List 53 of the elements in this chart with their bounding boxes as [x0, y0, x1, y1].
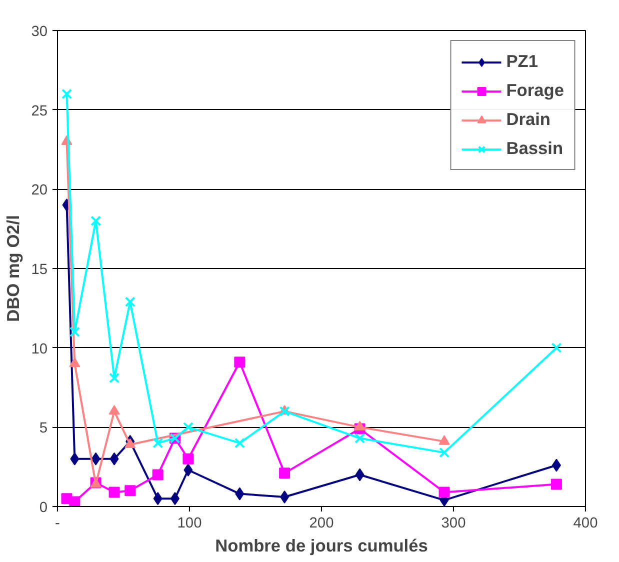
point — [152, 438, 164, 448]
point — [280, 490, 290, 504]
point — [438, 486, 450, 498]
point — [108, 405, 120, 415]
point — [439, 447, 450, 458]
point — [184, 464, 193, 477]
x-tick-label: 400 — [573, 516, 598, 532]
point — [124, 438, 136, 448]
point — [551, 342, 562, 354]
y-tick-label: 0 — [39, 500, 48, 516]
x-axis-title: Nombre de jours cumulés — [215, 536, 428, 556]
x-tick-label: 100 — [177, 516, 202, 532]
point — [69, 496, 80, 506]
point — [70, 452, 80, 466]
point — [170, 492, 180, 506]
y-tick-label: 15 — [31, 262, 48, 278]
point — [234, 356, 246, 368]
point — [235, 487, 244, 500]
point — [234, 438, 245, 448]
point — [182, 453, 194, 464]
legend-label: Forage — [506, 80, 564, 101]
point — [108, 486, 120, 498]
y-axis-title: DBO mg O2/l — [3, 215, 24, 322]
legend-label: Bassin — [506, 138, 564, 159]
y-tick-label: 20 — [31, 182, 48, 199]
point — [355, 468, 364, 482]
point — [69, 357, 80, 368]
point — [91, 452, 100, 466]
point — [69, 326, 80, 338]
x-tick-label: 200 — [309, 516, 334, 532]
point — [110, 452, 119, 466]
point — [124, 485, 136, 496]
point — [90, 216, 102, 226]
point — [438, 435, 450, 445]
point — [182, 422, 194, 432]
legend-label: Drain — [506, 109, 551, 130]
x-tick-label: - — [55, 516, 60, 532]
point — [61, 88, 72, 100]
y-tick-label: 30 — [31, 24, 48, 40]
point — [109, 372, 120, 384]
point — [153, 492, 162, 506]
point — [354, 420, 366, 431]
y-tick-label: 5 — [39, 420, 48, 437]
point — [354, 433, 366, 444]
point — [152, 469, 164, 480]
point — [550, 478, 562, 490]
point — [124, 296, 136, 308]
point — [552, 458, 561, 472]
y-tick-label: 10 — [31, 341, 48, 358]
y-tick-label: 25 — [31, 103, 48, 120]
legend-label: PZ1 — [506, 51, 538, 72]
point — [279, 468, 290, 479]
x-tick-label: 300 — [441, 516, 466, 532]
